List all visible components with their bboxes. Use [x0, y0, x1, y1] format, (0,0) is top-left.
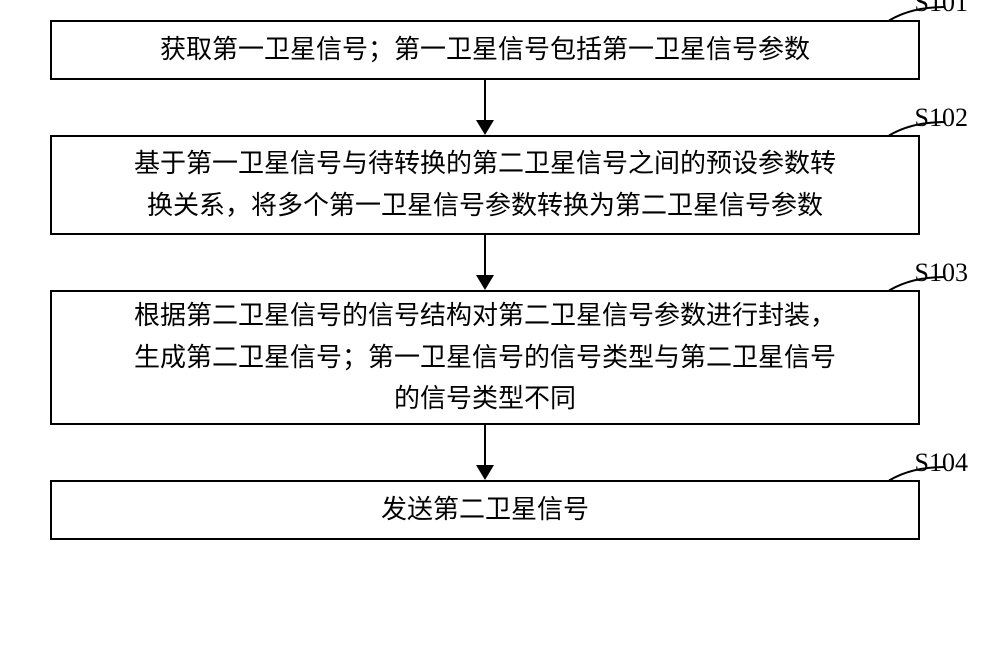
arrow-1-2	[50, 80, 920, 135]
flowchart-container: S101 获取第一卫星信号；第一卫星信号包括第一卫星信号参数 S102 基于第一…	[50, 20, 950, 540]
arrow-3-4	[50, 425, 920, 480]
arrow-line-icon	[484, 425, 486, 467]
step-wrapper-4: S104 发送第二卫星信号	[50, 480, 950, 540]
step-box-1: 获取第一卫星信号；第一卫星信号包括第一卫星信号参数	[50, 20, 920, 80]
step-text-1: 获取第一卫星信号；第一卫星信号包括第一卫星信号参数	[160, 29, 810, 71]
step-text-3-line2: 生成第二卫星信号；第一卫星信号的信号类型与第二卫星信号	[134, 337, 836, 379]
arrow-line-icon	[484, 80, 486, 122]
step-text-3-line3: 的信号类型不同	[134, 378, 836, 420]
step-box-4: 发送第二卫星信号	[50, 480, 920, 540]
arrow-2-3	[50, 235, 920, 290]
step-label-4: S104	[915, 448, 968, 478]
step-wrapper-3: S103 根据第二卫星信号的信号结构对第二卫星信号参数进行封装， 生成第二卫星信…	[50, 290, 950, 425]
step-label-1: S101	[915, 0, 968, 18]
step-label-3: S103	[915, 258, 968, 288]
step-text-2-line2: 换关系，将多个第一卫星信号参数转换为第二卫星信号参数	[134, 185, 836, 227]
step-box-3: 根据第二卫星信号的信号结构对第二卫星信号参数进行封装， 生成第二卫星信号；第一卫…	[50, 290, 920, 425]
step-text-2-line1: 基于第一卫星信号与待转换的第二卫星信号之间的预设参数转	[134, 143, 836, 185]
arrow-head-icon	[476, 465, 494, 480]
arrow-head-icon	[476, 120, 494, 135]
arrow-head-icon	[476, 275, 494, 290]
step-box-2: 基于第一卫星信号与待转换的第二卫星信号之间的预设参数转 换关系，将多个第一卫星信…	[50, 135, 920, 235]
step-text-3-line1: 根据第二卫星信号的信号结构对第二卫星信号参数进行封装，	[134, 295, 836, 337]
step-wrapper-2: S102 基于第一卫星信号与待转换的第二卫星信号之间的预设参数转 换关系，将多个…	[50, 135, 950, 235]
step-wrapper-1: S101 获取第一卫星信号；第一卫星信号包括第一卫星信号参数	[50, 20, 950, 80]
step-label-2: S102	[915, 103, 968, 133]
step-text-4: 发送第二卫星信号	[381, 489, 589, 531]
arrow-line-icon	[484, 235, 486, 277]
